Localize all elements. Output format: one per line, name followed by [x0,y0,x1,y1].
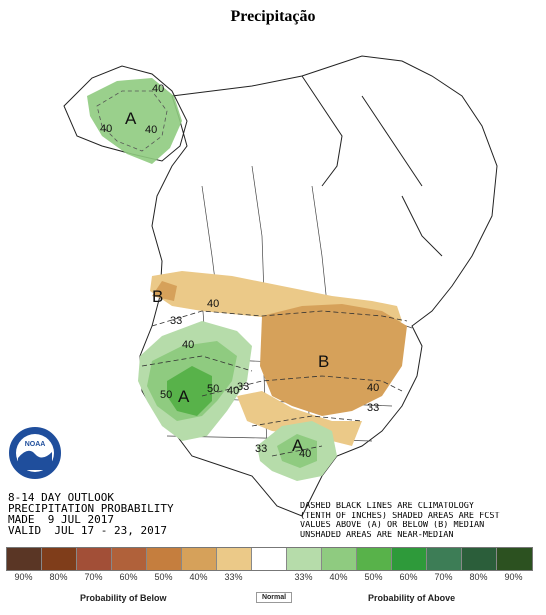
legend-swatch [112,548,147,570]
legend-caption-below: Probability of Below [80,593,167,603]
legend-swatch [427,548,462,570]
region-label-gulf-above: A [292,436,304,455]
noaa-logo: NOAA [6,424,64,482]
legend-label: 33% [294,572,313,582]
legend-label: 50% [154,572,173,582]
contour-label: 40 [100,123,112,135]
contour-label: 40 [207,298,219,310]
contour-label: 33 [170,315,182,327]
legend-label: 60% [119,572,138,582]
legend-swatch [77,548,112,570]
outlook-map: A A A B B 40 40 40 40 33 40 50 50 40 40 … [2,36,544,540]
svg-text:NOAA: NOAA [25,441,46,448]
region-label-north-below: B [152,287,163,306]
legend-swatch [182,548,217,570]
legend-swatch [252,548,287,570]
legend-caption-normal: Normal [256,592,292,603]
outlook-type: 8-14 DAY OUTLOOK [8,491,114,504]
legend-label [251,572,286,582]
contour-label: 40 [299,448,311,460]
legend-label: 60% [399,572,418,582]
contour-label: 33 [367,402,379,414]
legend-swatch [147,548,182,570]
legend-label: 70% [434,572,453,582]
note-line: DASHED BLACK LINES ARE CLIMATOLOGY [300,502,474,511]
legend-note: DASHED BLACK LINES ARE CLIMATOLOGY (TENT… [300,502,544,540]
contour-label: 40 [182,339,194,351]
page-title: Precipitação [230,8,316,25]
legend-label: 50% [364,572,383,582]
region-label-west-above: A [178,387,190,406]
outlook-made-date: MADE 9 JUL 2017 [8,513,114,526]
legend-swatch [497,548,532,570]
legend-swatch [357,548,392,570]
probability-legend-bar [6,547,533,571]
legend-label: 33% [224,572,243,582]
outlook-valid-dates: VALID JUL 17 - 23, 2017 [8,524,167,537]
region-label-central-below: B [318,352,329,371]
legend-caption-above: Probability of Above [368,593,456,603]
contour-label: 40 [367,382,379,394]
note-line: UNSHADED AREAS ARE NEAR-MEDIAN [300,530,454,540]
contour-label: 33 [237,381,249,393]
contour-label: 40 [227,385,239,397]
legend-swatch [7,548,42,570]
legend-swatch [217,548,252,570]
contour-label: 33 [255,443,267,455]
legend-label: 40% [189,572,208,582]
legend-label: 80% [49,572,68,582]
legend-swatch [287,548,322,570]
outlook-variable: PRECIPITATION PROBABILITY [8,502,174,515]
note-line: (TENTH OF INCHES) SHADED AREAS ARE FCST [300,511,500,521]
note-line: VALUES ABOVE (A) OR BELOW (B) MEDIAN [300,521,485,530]
region-label-alaska-above: A [125,109,137,128]
outlook-info: 8-14 DAY OUTLOOK PRECIPITATION PROBABILIT… [8,492,174,536]
legend-swatch [322,548,357,570]
probability-legend-labels: 90% 80% 70% 60% 50% 40% 33% 33% 40% 50% 60% 70% 80% 9… [6,572,531,582]
legend-label: 90% [504,572,523,582]
legend-label: 90% [14,572,33,582]
contour-label: 50 [207,383,219,395]
legend-label: 80% [469,572,488,582]
contour-label: 40 [152,83,164,95]
legend-swatch [42,548,77,570]
map-labels: A A A B B 40 40 40 40 33 40 50 50 40 40 … [100,83,379,460]
legend-label: 70% [84,572,103,582]
legend-swatch [462,548,497,570]
legend-label: 40% [329,572,348,582]
climatology-lines [141,310,408,457]
legend-swatch [392,548,427,570]
contour-label: 50 [160,389,172,401]
contour-label: 40 [145,124,157,136]
